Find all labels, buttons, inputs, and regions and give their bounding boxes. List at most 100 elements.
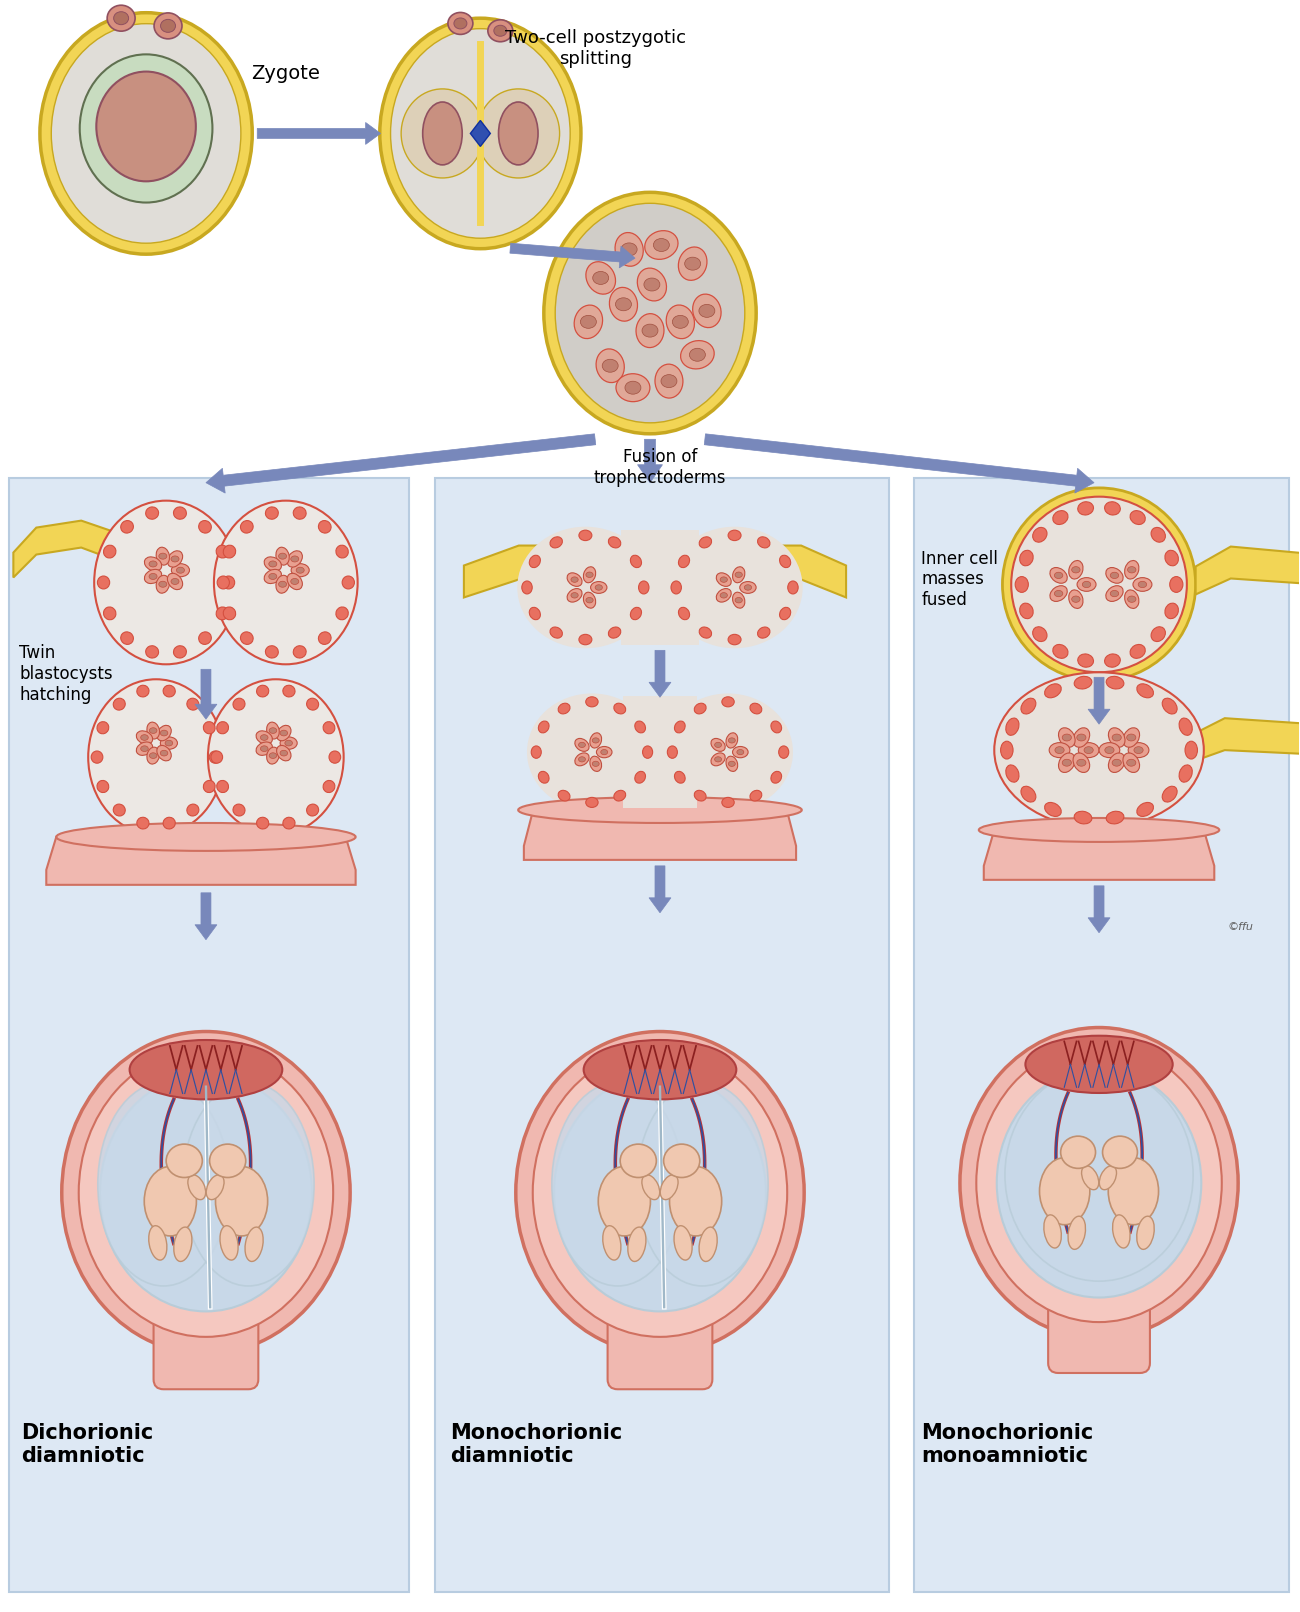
Text: Dichorionic
diamniotic: Dichorionic diamniotic (21, 1423, 153, 1465)
Ellipse shape (1124, 561, 1139, 579)
Ellipse shape (667, 527, 802, 648)
Ellipse shape (711, 753, 725, 766)
Ellipse shape (217, 575, 229, 588)
Polygon shape (195, 893, 217, 940)
Ellipse shape (160, 737, 177, 750)
Ellipse shape (529, 555, 541, 567)
Ellipse shape (266, 722, 280, 738)
Ellipse shape (538, 721, 549, 733)
Ellipse shape (771, 721, 781, 733)
Ellipse shape (335, 545, 348, 558)
Ellipse shape (722, 798, 734, 808)
Ellipse shape (673, 1225, 692, 1261)
Ellipse shape (732, 746, 748, 758)
Ellipse shape (1076, 733, 1085, 742)
Ellipse shape (654, 239, 670, 251)
Ellipse shape (448, 13, 473, 34)
Ellipse shape (616, 374, 650, 401)
Ellipse shape (734, 572, 742, 577)
Ellipse shape (1106, 677, 1124, 688)
Ellipse shape (567, 572, 582, 587)
Ellipse shape (98, 722, 109, 733)
Ellipse shape (121, 521, 134, 534)
Ellipse shape (630, 608, 641, 619)
Ellipse shape (593, 761, 599, 766)
Ellipse shape (498, 102, 538, 164)
Ellipse shape (1040, 1157, 1089, 1225)
Ellipse shape (521, 580, 532, 593)
Text: Zygote: Zygote (251, 64, 320, 84)
Ellipse shape (663, 1145, 699, 1177)
Ellipse shape (1102, 1136, 1138, 1169)
Ellipse shape (634, 772, 646, 783)
Ellipse shape (595, 585, 602, 590)
Ellipse shape (277, 725, 291, 742)
Ellipse shape (307, 804, 318, 816)
Ellipse shape (146, 506, 159, 519)
Ellipse shape (1132, 577, 1152, 592)
Ellipse shape (156, 575, 169, 593)
Ellipse shape (1061, 1136, 1096, 1169)
Ellipse shape (165, 740, 173, 746)
Polygon shape (649, 866, 671, 912)
Ellipse shape (283, 685, 295, 696)
Ellipse shape (144, 556, 161, 571)
Ellipse shape (575, 738, 589, 751)
Ellipse shape (728, 635, 741, 645)
Ellipse shape (637, 1082, 768, 1286)
Ellipse shape (1162, 698, 1176, 714)
FancyBboxPatch shape (153, 1293, 259, 1390)
Ellipse shape (94, 501, 238, 664)
Ellipse shape (144, 569, 161, 584)
Polygon shape (47, 837, 356, 885)
Ellipse shape (976, 1045, 1222, 1322)
Polygon shape (1088, 677, 1110, 724)
Ellipse shape (681, 340, 714, 369)
Ellipse shape (1015, 577, 1028, 592)
Ellipse shape (1128, 743, 1149, 758)
Ellipse shape (571, 593, 578, 598)
Ellipse shape (1162, 787, 1176, 803)
Ellipse shape (720, 577, 728, 582)
Ellipse shape (1127, 566, 1136, 572)
Ellipse shape (1026, 1035, 1173, 1093)
Ellipse shape (1019, 550, 1034, 566)
Ellipse shape (260, 746, 268, 751)
Polygon shape (637, 440, 663, 482)
Ellipse shape (1020, 787, 1036, 803)
Ellipse shape (675, 772, 685, 783)
Polygon shape (471, 121, 490, 147)
Ellipse shape (722, 696, 734, 706)
Ellipse shape (1005, 1069, 1193, 1282)
Ellipse shape (260, 735, 268, 740)
Ellipse shape (56, 824, 356, 851)
Ellipse shape (1105, 654, 1121, 667)
Ellipse shape (1054, 590, 1063, 596)
Ellipse shape (307, 698, 318, 711)
Ellipse shape (98, 780, 109, 793)
Ellipse shape (1150, 627, 1165, 642)
Ellipse shape (217, 780, 229, 793)
Ellipse shape (91, 751, 103, 762)
Ellipse shape (150, 727, 157, 733)
Ellipse shape (156, 546, 169, 566)
Ellipse shape (104, 545, 116, 558)
Polygon shape (1196, 546, 1300, 595)
Ellipse shape (593, 738, 599, 743)
Ellipse shape (642, 324, 658, 337)
Ellipse shape (1069, 1215, 1086, 1249)
Ellipse shape (264, 569, 281, 584)
Ellipse shape (1105, 501, 1121, 514)
Ellipse shape (671, 580, 681, 593)
Ellipse shape (571, 577, 578, 582)
Ellipse shape (1001, 742, 1013, 759)
Ellipse shape (1053, 645, 1069, 658)
Ellipse shape (1123, 727, 1140, 748)
Ellipse shape (1165, 550, 1178, 566)
Ellipse shape (644, 277, 660, 292)
Ellipse shape (168, 551, 182, 567)
Ellipse shape (1062, 733, 1071, 742)
Ellipse shape (454, 18, 467, 29)
FancyBboxPatch shape (436, 477, 889, 1593)
Polygon shape (524, 809, 796, 859)
